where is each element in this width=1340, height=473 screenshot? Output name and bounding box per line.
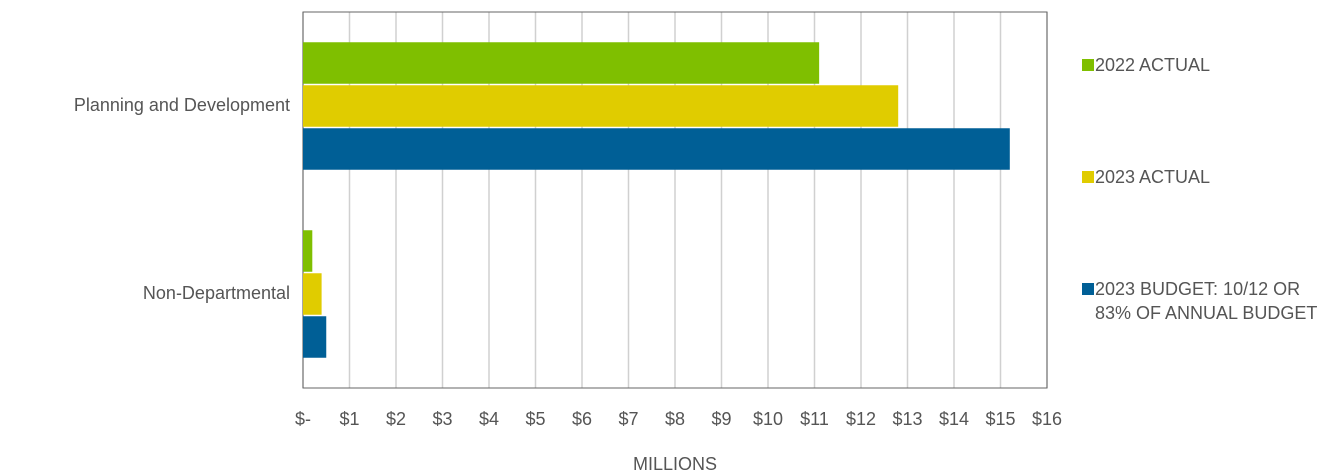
- y-tick-label: Planning and Development: [74, 95, 290, 115]
- bar: [303, 128, 1010, 170]
- x-tick-label: $1: [339, 409, 359, 429]
- x-tick-label: $2: [386, 409, 406, 429]
- bar: [303, 230, 313, 272]
- x-tick-label: $6: [572, 409, 592, 429]
- bar: [303, 42, 820, 84]
- legend-item: 2022 ACTUAL: [1082, 53, 1332, 77]
- x-tick-label: $7: [618, 409, 638, 429]
- x-tick-label: $14: [939, 409, 969, 429]
- x-tick-label: $13: [892, 409, 922, 429]
- legend-item: 2023 BUDGET: 10/12 OR 83% OF ANNUAL BUDG…: [1082, 277, 1332, 325]
- legend-swatch: [1082, 171, 1094, 183]
- x-tick-label: $12: [846, 409, 876, 429]
- bar: [303, 85, 899, 127]
- legend-label: 2023 BUDGET: 10/12 OR 83% OF ANNUAL BUDG…: [1095, 279, 1318, 323]
- x-tick-label: $15: [985, 409, 1015, 429]
- bar: [303, 273, 322, 315]
- x-tick-label: $8: [665, 409, 685, 429]
- legend-label: 2022 ACTUAL: [1095, 55, 1211, 75]
- x-tick-label: $5: [525, 409, 545, 429]
- legend-label: 2023 ACTUAL: [1095, 167, 1211, 187]
- x-axis-label: MILLIONS: [633, 454, 717, 473]
- x-tick-label: $4: [479, 409, 499, 429]
- y-tick-label: Non-Departmental: [143, 283, 290, 303]
- x-tick-label: $16: [1032, 409, 1062, 429]
- plot-border: [302, 11, 1048, 389]
- x-tick-label: $-: [295, 409, 311, 429]
- x-tick-label: $3: [432, 409, 452, 429]
- x-tick-label: $11: [800, 409, 829, 429]
- legend-item: 2023 ACTUAL: [1082, 165, 1332, 189]
- legend-swatch: [1082, 59, 1094, 71]
- legend-swatch: [1082, 283, 1094, 295]
- x-tick-label: $9: [711, 409, 731, 429]
- x-tick-label: $10: [753, 409, 783, 429]
- bar: [303, 316, 327, 358]
